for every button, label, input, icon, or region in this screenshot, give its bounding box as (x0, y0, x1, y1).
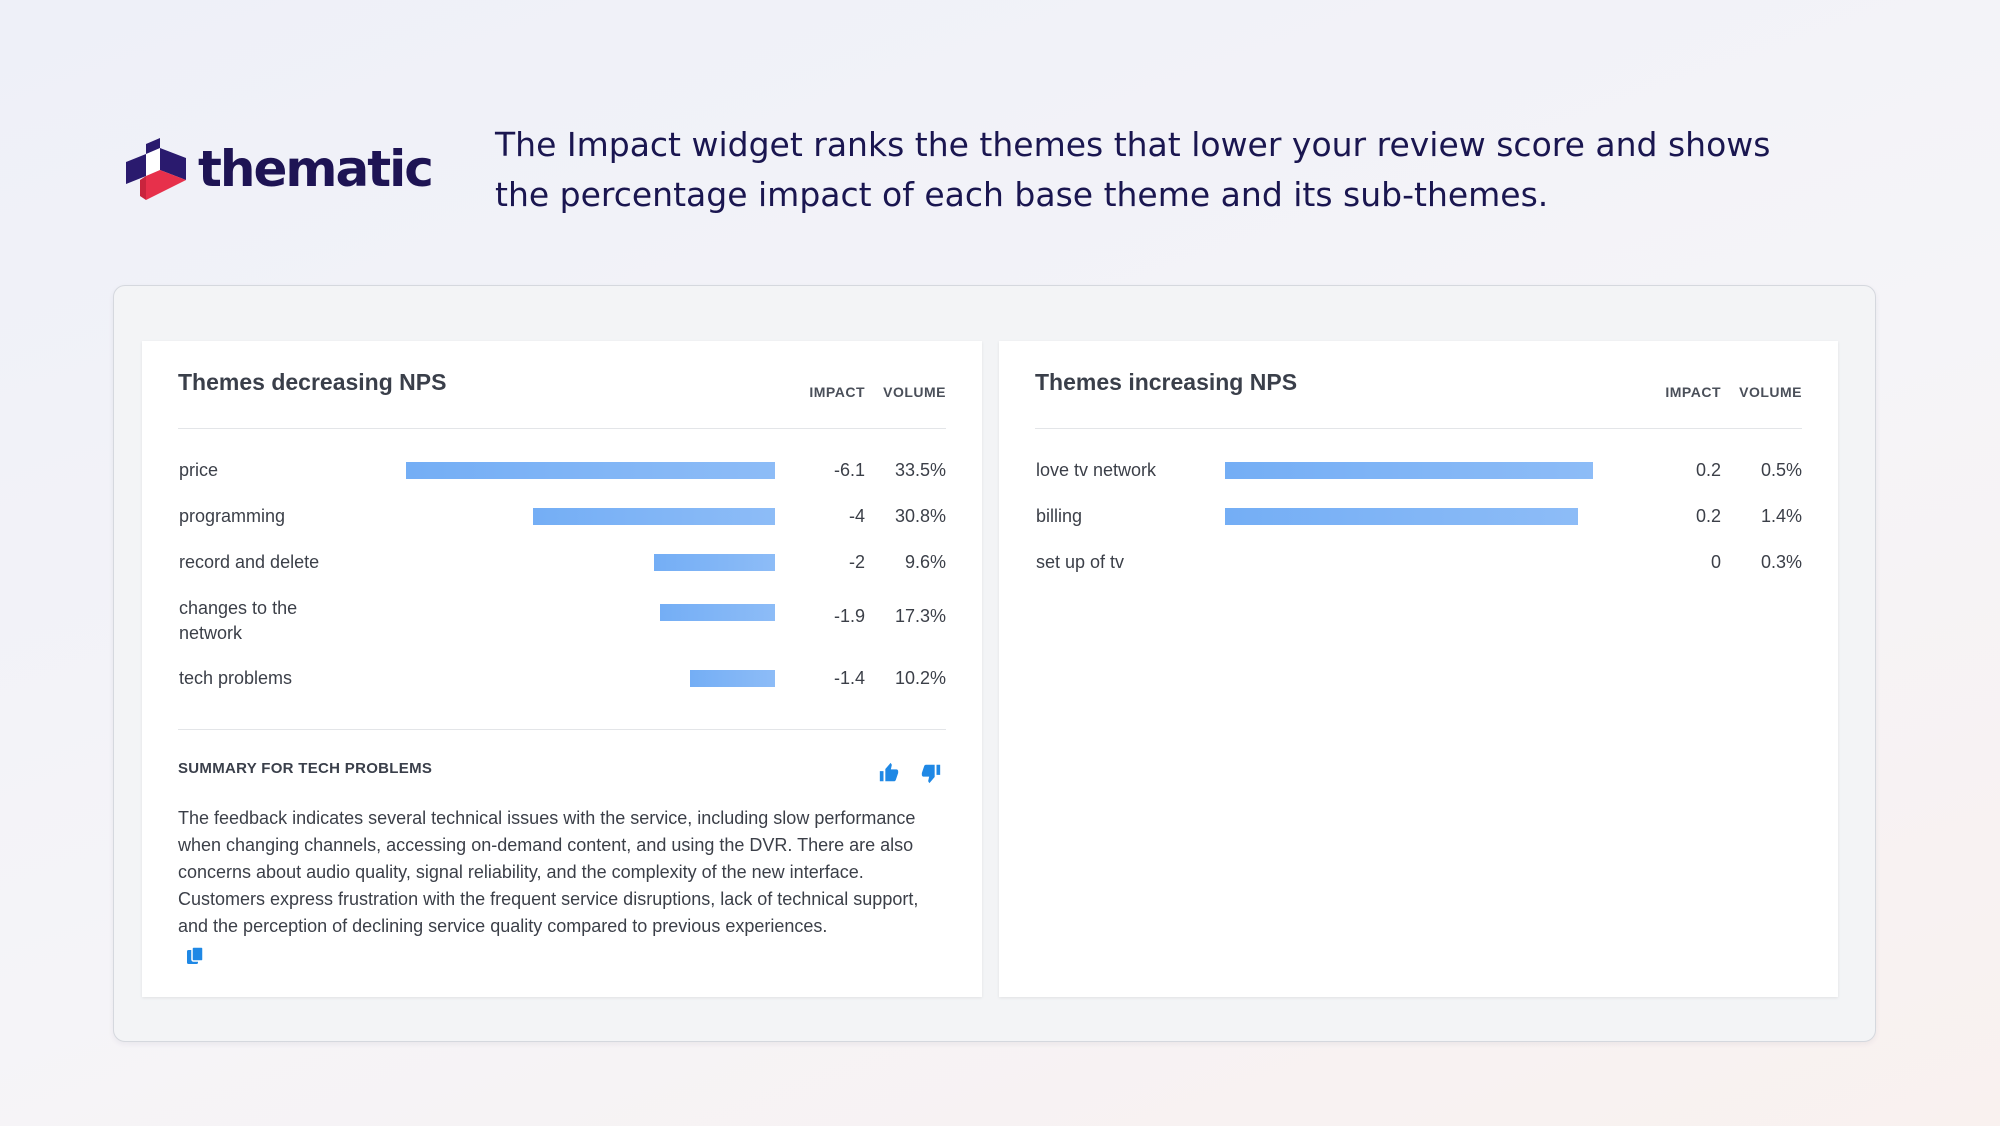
impact-value: 0 (1710, 552, 1721, 572)
theme-label[interactable]: billing (1036, 506, 1083, 526)
thematic-logo-text: thematic (198, 140, 434, 198)
impact-value: -1.4 (833, 668, 865, 688)
volume-value: 1.4% (1760, 506, 1802, 526)
volume-value: 10.2% (894, 668, 946, 688)
volume-value: 0.3% (1760, 552, 1802, 572)
themes-decreasing-panel: Themes decreasing NPS IMPACT VOLUME pric… (142, 341, 982, 997)
theme-label[interactable]: price (179, 460, 219, 480)
theme-list: price -6.1 33.5% programming -4 30.8% re… (178, 429, 946, 699)
themes-increasing-panel: Themes increasing NPS IMPACT VOLUME love… (999, 341, 1838, 997)
impact-bar (690, 670, 775, 687)
theme-row-programming[interactable]: programming -4 30.8% (178, 491, 946, 537)
theme-label[interactable]: programming (179, 506, 286, 526)
thematic-logo-icon (126, 138, 186, 200)
theme-row-changes-to-the-network[interactable]: changes to the network -1.9 17.3% (178, 583, 946, 653)
theme-label[interactable]: love tv network (1036, 460, 1157, 480)
theme-list: love tv network 0.2 0.5% billing 0.2 1.4… (1035, 429, 1802, 583)
impact-bar (654, 554, 775, 571)
panel-title: Themes increasing NPS (1035, 369, 1298, 395)
impact-bar (660, 604, 775, 621)
volume-value: 0.5% (1760, 460, 1802, 480)
panel-header: Themes decreasing NPS IMPACT VOLUME (178, 341, 946, 429)
thumbs-up-icon[interactable] (878, 762, 900, 784)
theme-row-set-up-of-tv[interactable]: set up of tv 0 0.3% (1035, 537, 1802, 583)
theme-label[interactable]: set up of tv (1036, 552, 1125, 572)
thematic-logo: thematic (124, 136, 434, 202)
hero-description: The Impact widget ranks the themes that … (495, 125, 1771, 214)
theme-label[interactable]: record and delete (179, 552, 320, 572)
thumbs-down-icon[interactable] (920, 762, 942, 784)
impact-value: -1.9 (833, 606, 865, 626)
panel-header: Themes increasing NPS IMPACT VOLUME (1035, 341, 1802, 429)
theme-row-price[interactable]: price -6.1 33.5% (178, 445, 946, 491)
feedback-buttons (878, 762, 942, 784)
theme-label[interactable]: tech problems (179, 668, 293, 688)
theme-row-record-and-delete[interactable]: record and delete -2 9.6% (178, 537, 946, 583)
summary-title: SUMMARY FOR TECH PROBLEMS (178, 760, 433, 777)
theme-row-billing[interactable]: billing 0.2 1.4% (1035, 491, 1802, 537)
hero: thematic The Impact widget ranks the the… (0, 0, 2000, 280)
impact-bar (533, 508, 775, 525)
impact-value: 0.2 (1695, 506, 1721, 526)
volume-column-header[interactable]: VOLUME (883, 384, 946, 400)
volume-value: 9.6% (904, 552, 946, 572)
panel-title: Themes decreasing NPS (178, 369, 447, 395)
theme-label[interactable]: changes to the network (179, 598, 298, 643)
volume-value: 17.3% (894, 606, 946, 626)
impact-column-header[interactable]: IMPACT (809, 384, 865, 400)
impact-bar (405, 462, 775, 479)
volume-column-header[interactable]: VOLUME (1739, 384, 1802, 400)
impact-value: -4 (848, 506, 865, 526)
impact-column-header[interactable]: IMPACT (1665, 384, 1721, 400)
impact-value: -6.1 (833, 460, 865, 480)
impact-widget-frame: Themes decreasing NPS IMPACT VOLUME pric… (113, 285, 1876, 1042)
copy-icon[interactable] (186, 946, 206, 968)
impact-bar (1225, 508, 1579, 525)
summary-section: SUMMARY FOR TECH PROBLEMS The feedback i… (178, 729, 946, 968)
theme-row-tech-problems[interactable]: tech problems -1.4 10.2% (178, 653, 946, 699)
summary-text: The feedback indicates several technical… (178, 808, 919, 936)
impact-value: 0.2 (1695, 460, 1721, 480)
theme-row-love-tv-network[interactable]: love tv network 0.2 0.5% (1035, 445, 1802, 491)
impact-bar (1225, 462, 1593, 479)
volume-value: 33.5% (894, 460, 946, 480)
impact-value: -2 (848, 552, 865, 572)
volume-value: 30.8% (894, 506, 946, 526)
